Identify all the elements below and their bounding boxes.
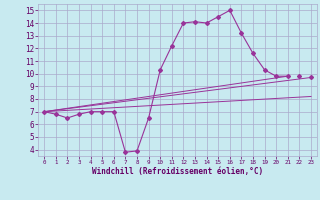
- X-axis label: Windchill (Refroidissement éolien,°C): Windchill (Refroidissement éolien,°C): [92, 167, 263, 176]
